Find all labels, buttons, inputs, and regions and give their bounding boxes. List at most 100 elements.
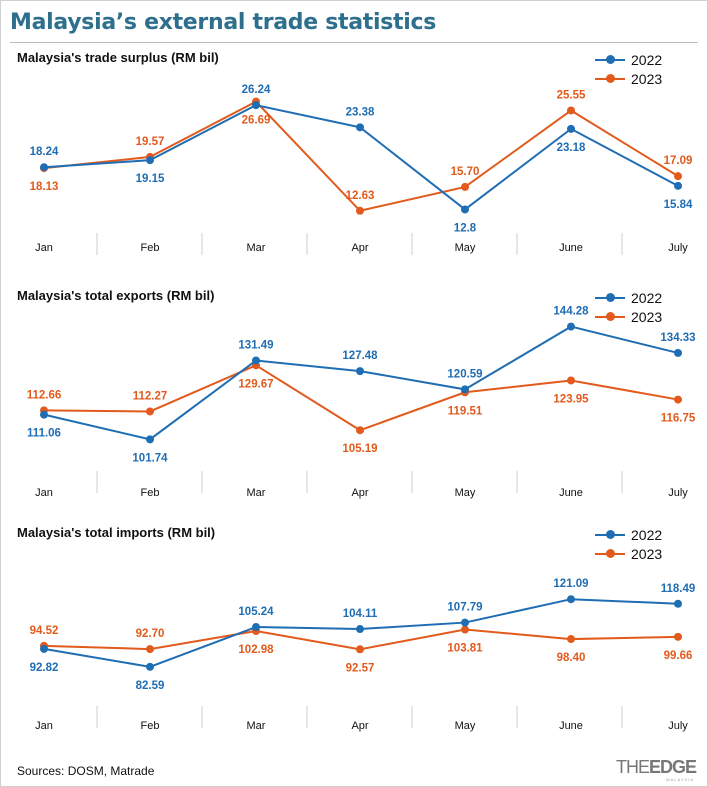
data-label-2022: 82.59 bbox=[136, 680, 165, 692]
data-label-2022: 121.09 bbox=[553, 578, 588, 590]
data-point-2023 bbox=[674, 172, 682, 181]
data-label-2022: 131.49 bbox=[238, 339, 273, 351]
x-tick-label: Jan bbox=[35, 487, 53, 499]
legend: 2022 2023 bbox=[595, 50, 662, 88]
data-label-2023: 123.95 bbox=[553, 393, 589, 405]
data-label-2022: 118.49 bbox=[661, 583, 696, 595]
data-point-2023 bbox=[567, 635, 575, 644]
brand-logo-subtitle: MALAYSIA bbox=[666, 777, 694, 782]
data-point-2023 bbox=[461, 182, 469, 191]
brand-logo: THEEDGE bbox=[615, 757, 697, 777]
data-label-2022: 92.82 bbox=[30, 662, 59, 674]
data-point-2023 bbox=[567, 376, 575, 385]
legend-item-2022: 2022 bbox=[595, 288, 662, 307]
data-label-2022: 26.24 bbox=[242, 84, 271, 96]
data-point-2022 bbox=[40, 410, 48, 419]
x-tick-label: July bbox=[668, 487, 688, 499]
x-tick-label: June bbox=[559, 242, 583, 254]
x-tick-label: Apr bbox=[351, 720, 368, 732]
x-tick-label: Jan bbox=[35, 720, 53, 732]
data-label-2022: 144.28 bbox=[553, 306, 589, 318]
x-tick-label: Mar bbox=[247, 720, 266, 732]
data-point-2023 bbox=[461, 625, 469, 634]
data-label-2023: 12.63 bbox=[346, 190, 375, 202]
data-point-2022 bbox=[356, 367, 364, 376]
data-label-2022: 12.8 bbox=[454, 222, 477, 234]
panel-title: Malaysia's total imports (RM bil) bbox=[17, 525, 216, 540]
data-label-2023: 25.55 bbox=[557, 89, 586, 101]
data-label-2022: 19.15 bbox=[136, 173, 165, 185]
x-tick-label: Mar bbox=[247, 487, 266, 499]
data-point-2023 bbox=[674, 632, 682, 641]
data-point-2022 bbox=[674, 348, 682, 357]
data-point-2022 bbox=[356, 625, 364, 634]
data-label-2023: 99.66 bbox=[664, 650, 693, 662]
x-tick-label: July bbox=[668, 242, 688, 254]
legend-item-2022: 2022 bbox=[595, 50, 662, 69]
x-tick-label: July bbox=[668, 720, 688, 732]
legend-label: 2023 bbox=[631, 545, 663, 562]
x-tick-label: May bbox=[455, 242, 476, 254]
data-point-2022 bbox=[567, 322, 575, 331]
legend-label: 2023 bbox=[631, 70, 663, 87]
data-label-2022: 127.48 bbox=[342, 350, 378, 362]
x-tick-label: May bbox=[455, 487, 476, 499]
data-point-2022 bbox=[146, 435, 154, 444]
legend-swatch-2023 bbox=[595, 311, 625, 322]
x-tick-label: Mar bbox=[247, 242, 266, 254]
data-label-2023: 129.67 bbox=[238, 378, 273, 390]
data-point-2022 bbox=[461, 618, 469, 627]
panel-title: Malaysia's trade surplus (RM bil) bbox=[17, 50, 219, 65]
data-label-2023: 116.75 bbox=[661, 413, 696, 425]
data-point-2022 bbox=[674, 181, 682, 190]
legend-swatch-2022 bbox=[595, 54, 625, 65]
data-point-2022 bbox=[40, 644, 48, 653]
legend-swatch-2023 bbox=[595, 548, 625, 559]
data-label-2023: 98.40 bbox=[557, 652, 586, 664]
data-label-2023: 112.27 bbox=[133, 390, 168, 402]
data-point-2023 bbox=[356, 426, 364, 435]
data-point-2022 bbox=[567, 124, 575, 133]
data-point-2022 bbox=[252, 101, 260, 110]
data-label-2023: 94.52 bbox=[30, 625, 59, 637]
data-label-2022: 101.74 bbox=[132, 452, 168, 464]
trade-surplus-chart: Jan Feb Mar Apr May June July 18.24 19.15 26.24 23… bbox=[30, 84, 693, 255]
data-label-2022: 120.59 bbox=[447, 368, 482, 380]
data-label-2022: 134.33 bbox=[660, 332, 695, 344]
data-label-2023: 102.98 bbox=[238, 644, 274, 656]
data-point-2023 bbox=[567, 106, 575, 115]
data-label-2023: 15.70 bbox=[451, 166, 480, 178]
total-imports-panel: Malaysia's total imports (RM bil) 2022 2… bbox=[0, 523, 708, 745]
legend-item-2023: 2023 bbox=[595, 307, 662, 326]
data-label-2022: 111.06 bbox=[27, 428, 61, 440]
legend: 2022 2023 bbox=[595, 525, 662, 563]
legend-item-2022: 2022 bbox=[595, 525, 662, 544]
data-label-2023: 92.57 bbox=[346, 662, 375, 674]
legend-label: 2023 bbox=[631, 308, 663, 325]
legend-item-2023: 2023 bbox=[595, 69, 662, 88]
data-point-2022 bbox=[356, 123, 364, 132]
data-point-2022 bbox=[40, 163, 48, 172]
data-label-2023: 103.81 bbox=[447, 643, 483, 655]
x-tick-label: Feb bbox=[141, 242, 160, 254]
legend-swatch-2022 bbox=[595, 292, 625, 303]
legend-label: 2022 bbox=[631, 51, 663, 68]
legend-item-2023: 2023 bbox=[595, 544, 662, 563]
data-point-2022 bbox=[146, 662, 154, 671]
data-label-2022: 107.79 bbox=[447, 602, 482, 614]
legend-label: 2022 bbox=[631, 289, 663, 306]
total-imports-chart: Jan Feb Mar Apr May June July 92.82 82.59 105.24 1… bbox=[30, 578, 696, 732]
data-point-2022 bbox=[146, 156, 154, 165]
x-tick-label: May bbox=[455, 720, 476, 732]
x-tick-label: Apr bbox=[351, 487, 368, 499]
data-label-2022: 18.24 bbox=[30, 146, 59, 158]
data-label-2023: 17.09 bbox=[664, 155, 693, 167]
data-label-2023: 26.69 bbox=[242, 115, 271, 127]
data-label-2023: 105.19 bbox=[342, 443, 377, 455]
data-point-2023 bbox=[146, 407, 154, 416]
legend-swatch-2022 bbox=[595, 529, 625, 540]
data-point-2022 bbox=[252, 623, 260, 632]
page-title: Malaysia’s external trade statistics bbox=[10, 10, 437, 35]
data-point-2022 bbox=[252, 356, 260, 365]
total-exports-chart: Jan Feb Mar Apr May June July 111.06 101.74 131.4… bbox=[27, 306, 696, 499]
